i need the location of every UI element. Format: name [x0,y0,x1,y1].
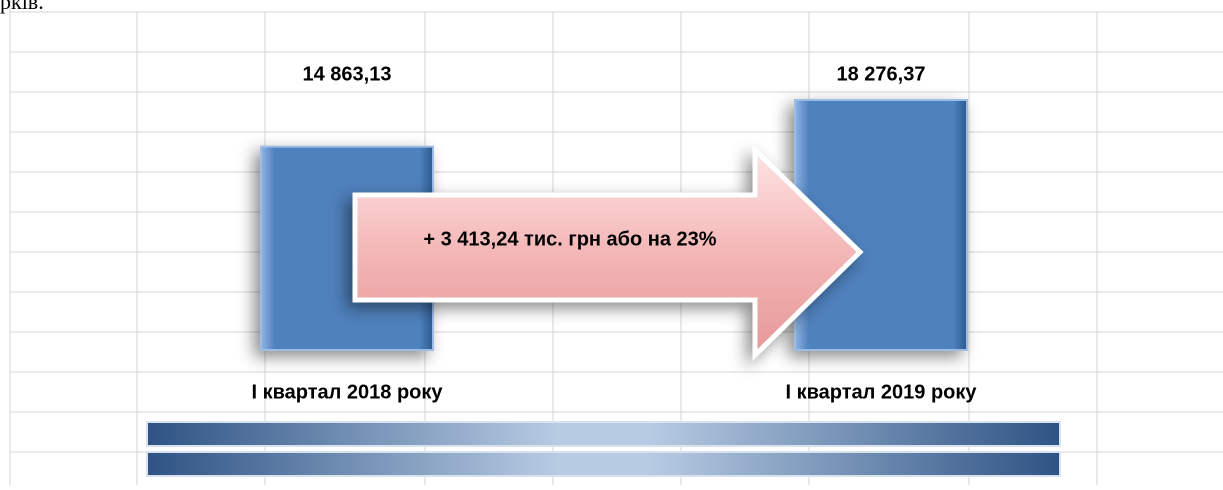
decor-band [146,451,1061,477]
category-label: І квартал 2018 року [251,381,443,403]
arrow [352,144,864,361]
value-label: 14 863,13 [303,63,392,85]
value-label: 18 276,37 [837,63,926,85]
annotation: + 3 413,24 тис. грн або на 23% [423,228,716,250]
bars [260,99,968,351]
decor-band [146,421,1061,447]
category-label: І квартал 2019 року [785,381,977,403]
caption-fragment: рків. [0,0,44,14]
